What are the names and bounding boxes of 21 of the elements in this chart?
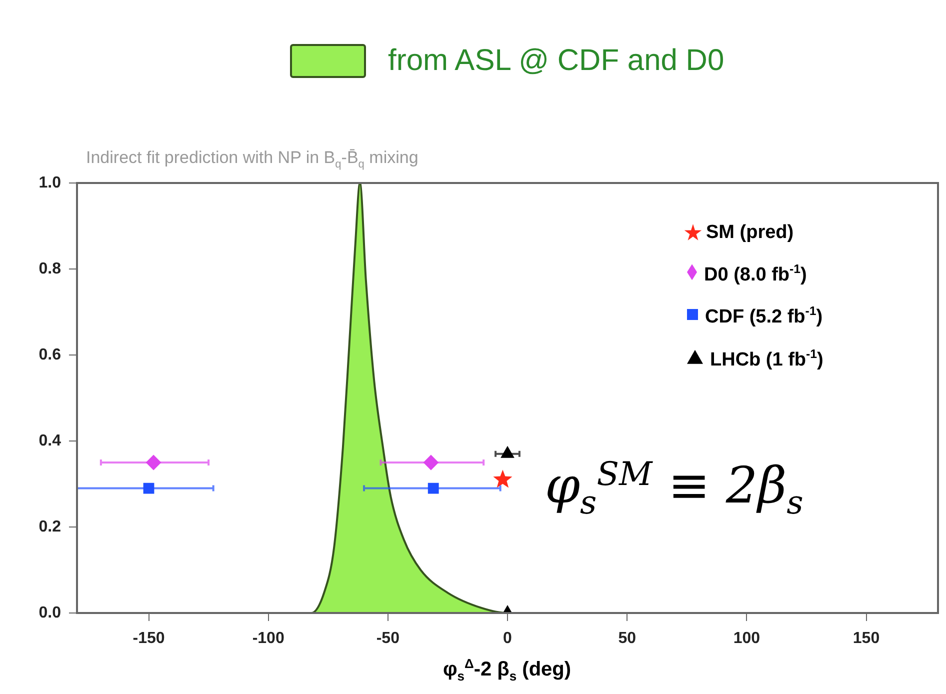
legend-label: CDF (5.2 fb$^{-1}$) — [705, 303, 823, 330]
x-tick-label: 0 — [503, 630, 512, 648]
y-tick-label: 1.0 — [38, 174, 62, 192]
legend-label: LHCb (1 fb$^{-1}$) — [710, 346, 824, 372]
y-tick-label: 0.6 — [38, 346, 62, 364]
x-tick-label: 100 — [733, 630, 760, 648]
annotation: φ$_{s}$$^{SM}$ ≡ 2β$_{s}$ — [545, 455, 804, 522]
x-tick-label: -100 — [252, 630, 284, 648]
legend-label: SM (pred) — [706, 221, 794, 245]
y-tick-label: 0.2 — [38, 518, 62, 536]
x-tick-label: 150 — [852, 630, 880, 648]
legend-label: from ASL @ CDF and D0 — [388, 44, 724, 78]
y-tick-label: 0.8 — [38, 260, 62, 278]
y-tick-label: 0.4 — [38, 432, 62, 450]
legend-label: D0 (8.0 fb$^{-1}$) — [704, 261, 807, 288]
chart-subtitle: Indirect fit prediction with NP in B$_{q}$-B̄$_{q}$ mixing — [86, 148, 418, 170]
x-axis-title: φ$_{s}$$^{Δ}$-2 β$_{s}$ (deg) — [442, 656, 572, 684]
x-tick-label: -150 — [132, 630, 165, 648]
y-tick-label: 0.0 — [38, 604, 62, 622]
x-tick-label: -50 — [376, 630, 400, 648]
x-tick-label: 50 — [618, 630, 636, 648]
